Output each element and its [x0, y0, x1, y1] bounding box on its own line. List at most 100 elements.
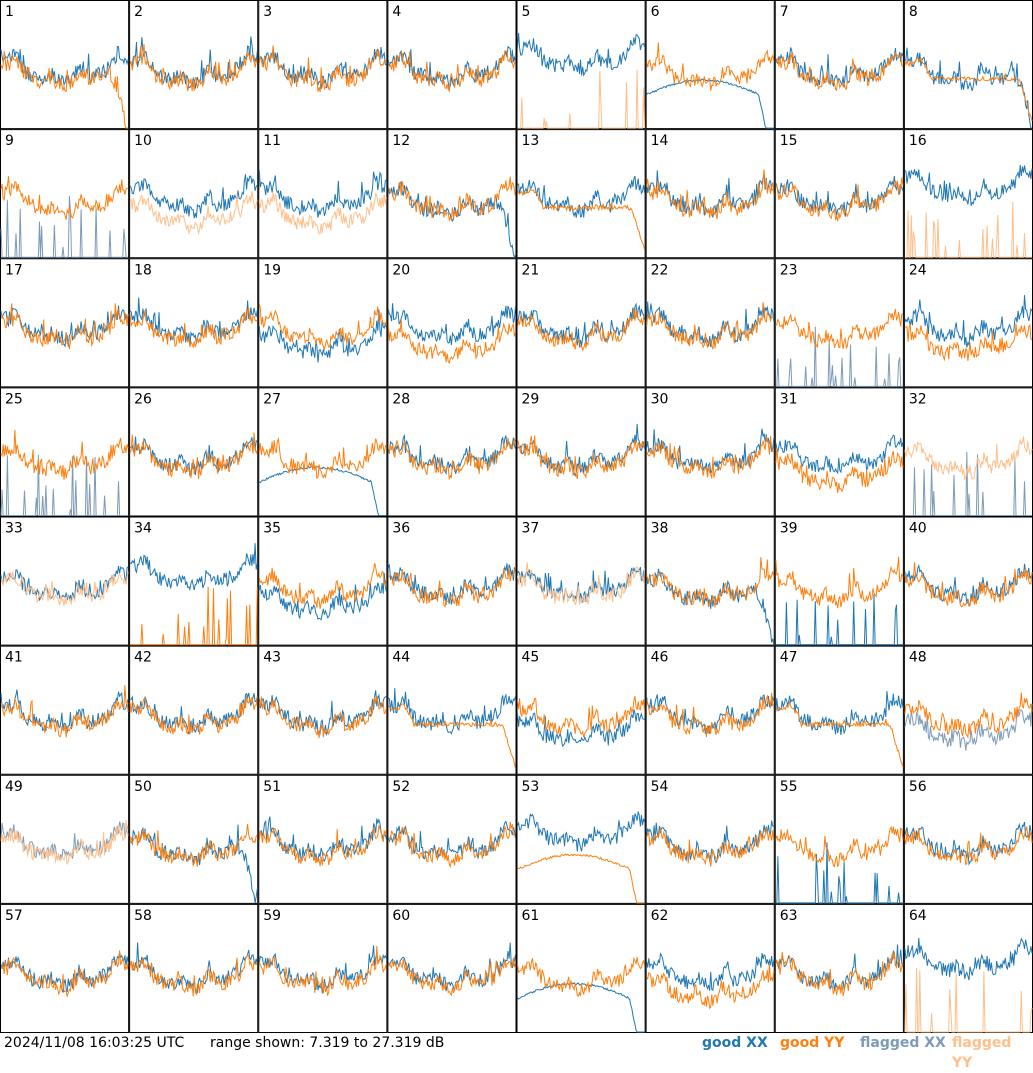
- panel-37: 37: [516, 516, 646, 646]
- panel-label: 3: [263, 4, 272, 20]
- panel-label: 15: [780, 133, 798, 149]
- series-yy-good: [775, 556, 904, 609]
- panel-frame: [903, 903, 1033, 1033]
- series-yy-good: [387, 50, 516, 93]
- panel-59: 59: [258, 903, 388, 1033]
- panel-label: 60: [392, 908, 410, 924]
- series-yy-good: [387, 703, 516, 769]
- series-xx-good: [258, 170, 387, 218]
- range-label: range shown: 7.319 to 27.319 dB: [210, 1035, 445, 1051]
- series-yy-good: [129, 823, 258, 868]
- series-xx-good: [129, 543, 258, 592]
- panel-31: 31: [774, 387, 904, 517]
- panel-frame: [903, 516, 1033, 646]
- panel-label: 27: [263, 391, 281, 407]
- panel-3: 3: [258, 0, 388, 130]
- legend-good-xx: good XX: [702, 1035, 768, 1051]
- panel-label: 62: [651, 908, 669, 924]
- panel-35: 35: [258, 516, 388, 646]
- panel-38: 38: [645, 516, 775, 646]
- panel-label: 44: [392, 650, 410, 666]
- legend-flagged-yy: flagged YY: [952, 1035, 1012, 1071]
- panel-53: 53: [516, 774, 646, 904]
- series-xx-good: [904, 937, 1033, 981]
- series-yy-good: [258, 695, 387, 738]
- panel-label: 37: [522, 521, 540, 537]
- series-xx-good: [0, 305, 129, 348]
- series-yy-good: [129, 44, 258, 92]
- panel-label: 53: [522, 779, 540, 795]
- series-xx-good: [517, 811, 646, 852]
- panel-label: 57: [5, 908, 23, 924]
- series-xx-good: [129, 174, 258, 219]
- series-yy-good: [904, 826, 1033, 866]
- panel-51: 51: [258, 774, 388, 904]
- panel-47: 47: [774, 645, 904, 775]
- panel-label: 25: [5, 391, 23, 407]
- panel-label: 41: [5, 650, 23, 666]
- series-xx-flagged: [0, 454, 129, 516]
- panel-frame: [258, 516, 388, 646]
- panel-20: 20: [387, 258, 517, 388]
- panel-4: 4: [387, 0, 517, 130]
- panel-label: 12: [392, 133, 410, 149]
- panel-13: 13: [516, 129, 646, 259]
- series-yy-good: [646, 436, 774, 479]
- panel-label: 10: [134, 133, 152, 149]
- series-yy-good: [775, 51, 904, 92]
- panel-21: 21: [516, 258, 646, 388]
- series-yy-good: [388, 176, 516, 222]
- panel-32: 32: [903, 387, 1033, 517]
- panel-label: 45: [522, 650, 540, 666]
- footer: 2024/11/08 16:03:25 UTC range shown: 7.3…: [0, 1033, 1033, 1071]
- panel-frame: [516, 645, 646, 775]
- panel-label: 32: [909, 391, 927, 407]
- panel-27: 27: [258, 387, 388, 517]
- panel-label: 20: [392, 262, 410, 278]
- series-xx-flagged: [775, 326, 903, 387]
- panel-60: 60: [387, 903, 517, 1033]
- series-yy-good: [387, 957, 516, 997]
- panel-label: 36: [392, 521, 410, 537]
- panel-14: 14: [645, 129, 775, 259]
- series-xx-good: [517, 709, 645, 747]
- series-yy-good: [129, 308, 258, 349]
- panel-frame: [258, 903, 388, 1033]
- series-yy-flagged: [904, 436, 1033, 481]
- panel-label: 30: [651, 391, 669, 407]
- series-xx-good: [259, 465, 387, 516]
- panel-label: 28: [392, 391, 410, 407]
- legend-flagged-xx: flagged XX: [860, 1035, 946, 1051]
- panel-label: 11: [263, 133, 281, 149]
- panel-label: 40: [909, 521, 927, 537]
- panel-45: 45: [516, 645, 646, 775]
- series-yy-good: [258, 303, 387, 352]
- series-yy-good: [517, 695, 646, 738]
- panel-label: 35: [263, 521, 281, 537]
- series-yy-good: [517, 435, 646, 480]
- panel-40: 40: [903, 516, 1033, 646]
- panel-57: 57: [0, 903, 130, 1033]
- panel-frame: [774, 387, 904, 517]
- panel-frame: [903, 774, 1033, 904]
- panel-label: 7: [780, 4, 789, 20]
- panel-label: 23: [780, 262, 798, 278]
- series-yy-flagged: [0, 571, 129, 607]
- panel-label: 46: [651, 650, 669, 666]
- panel-29: 29: [516, 387, 646, 517]
- series-xx-good: [775, 842, 903, 904]
- panel-8: 8: [903, 0, 1033, 130]
- panel-frame: [258, 258, 388, 388]
- panel-frame: [0, 0, 130, 130]
- series-yy-good: [258, 945, 387, 997]
- panel-label: 48: [909, 650, 927, 666]
- panel-2: 2: [129, 0, 259, 130]
- panel-label: 59: [263, 908, 281, 924]
- panel-frame: [903, 387, 1033, 517]
- panel-30: 30: [645, 387, 775, 517]
- panel-5: 5: [516, 0, 646, 130]
- series-yy-good: [258, 825, 387, 867]
- series-yy-flagged: [517, 69, 646, 129]
- series-yy-good: [775, 701, 904, 768]
- series-yy-good: [388, 566, 516, 609]
